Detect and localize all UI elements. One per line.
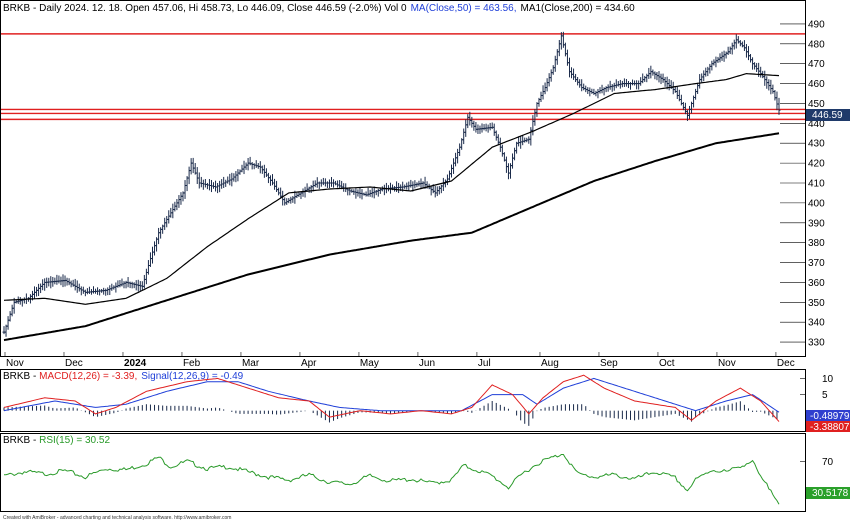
rsi-panel-frame [0, 433, 806, 512]
x-tick-label: Oct [659, 358, 675, 369]
signal-line [3, 377, 780, 413]
macd-line [3, 374, 780, 422]
rsi-value-badge: 30.5178 [806, 487, 850, 499]
price-tick-label: 390 [808, 218, 825, 229]
x-tick-label: Mar [242, 358, 260, 369]
x-tick-label: Dec [777, 358, 795, 369]
ma200-line [3, 132, 780, 342]
x-tick-label: Jul [478, 358, 491, 369]
price-grid [780, 23, 805, 343]
x-tick-label: Apr [301, 358, 317, 369]
price-tick-label: 440 [808, 119, 825, 130]
price-tick-label: 480 [808, 39, 825, 50]
footer-credit: Created with AmiBroker - advanced charti… [3, 515, 231, 521]
price-tick-label: 490 [808, 19, 825, 30]
price-tick-label: 410 [808, 179, 825, 190]
rsi-y-axis: 70 [800, 457, 834, 468]
x-tick-label: 2024 [124, 358, 147, 369]
price-header-prefix: BRKB - Daily 2024. 12. 18. Open 457.06, … [3, 3, 407, 14]
macd-value-badge: -3.38807 [806, 421, 850, 433]
ma50-line [3, 72, 780, 305]
rsi-tick-label: 70 [822, 457, 834, 468]
signal-badge-bg [806, 410, 850, 421]
price-header-ma50: MA(Close,50) = 463.56, [411, 3, 517, 14]
macd-y-axis: 105 [800, 374, 834, 401]
x-tick-label: Dec [65, 358, 83, 369]
price-tick-label: 380 [808, 238, 825, 249]
macd-panel-frame [0, 369, 806, 432]
last-price-value: 446.59 [812, 110, 843, 121]
price-tick-label: 350 [808, 298, 825, 309]
price-panel-frame [0, 0, 806, 357]
price-tick-label: 400 [808, 198, 825, 209]
rsi-header-rsi: RSI(15) = 30.52 [39, 435, 110, 446]
last-price-badge: 446.59 [806, 109, 850, 121]
price-tick-label: 450 [808, 99, 825, 110]
price-tick-label: 330 [808, 338, 825, 349]
price-tick-label: 460 [808, 79, 825, 90]
price-bars [2, 31, 781, 337]
macd-header: BRKB - MACD(12,26) = -3.39, Signal(12,26,… [3, 371, 244, 382]
rsi-header-prefix: BRKB - [3, 435, 39, 446]
price-tick-label: 360 [808, 278, 825, 289]
x-tick-label: Jun [419, 358, 435, 369]
price-header: BRKB - Daily 2024. 12. 18. Open 457.06, … [3, 3, 635, 14]
x-tick-label: Nov [6, 358, 24, 369]
macd-value: -3.38807 [810, 422, 850, 433]
macd-histogram [3, 401, 778, 426]
price-header-ma200: MA1(Close,200) = 434.60 [520, 3, 635, 14]
macd-header-signal: Signal(12,26,9) = -0.49 [141, 371, 243, 382]
macd-badge-bg [806, 421, 850, 432]
price-tick-label: 470 [808, 59, 825, 70]
date-x-axis: Nov Dec 2024 Feb Mar Apr May Jun Jul Aug Sep Oct Nov… [4, 352, 795, 369]
signal-value: -0.48979 [810, 411, 850, 422]
rsi-line [4, 454, 780, 505]
macd-header-macd: MACD(12,26) = -3.39, [39, 371, 137, 382]
last-price-badge-bg [806, 109, 850, 121]
macd-header-prefix: BRKB - [3, 371, 39, 382]
x-tick-label: Sep [600, 358, 618, 369]
x-tick-label: Feb [183, 358, 201, 369]
x-tick-label: Aug [541, 358, 559, 369]
rsi-header: BRKB - RSI(15) = 30.52 [3, 435, 110, 446]
rsi-value: 30.5178 [812, 488, 849, 499]
signal-value-badge: -0.48979 [806, 410, 850, 422]
x-tick-label: May [360, 358, 379, 369]
price-tick-label: 430 [808, 139, 825, 150]
macd-tick-label: 10 [822, 374, 834, 385]
price-tick-label: 370 [808, 258, 825, 269]
x-tick-label: Nov [718, 358, 736, 369]
resistance-lines [1, 33, 805, 121]
price-tick-label: 340 [808, 318, 825, 329]
price-y-axis: 330 340 350 360 370 380 390 400 410 420 430 440 450 4… [808, 19, 825, 348]
macd-tick-label: 5 [822, 390, 828, 401]
price-tick-label: 420 [808, 159, 825, 170]
rsi-badge-bg [806, 487, 850, 499]
